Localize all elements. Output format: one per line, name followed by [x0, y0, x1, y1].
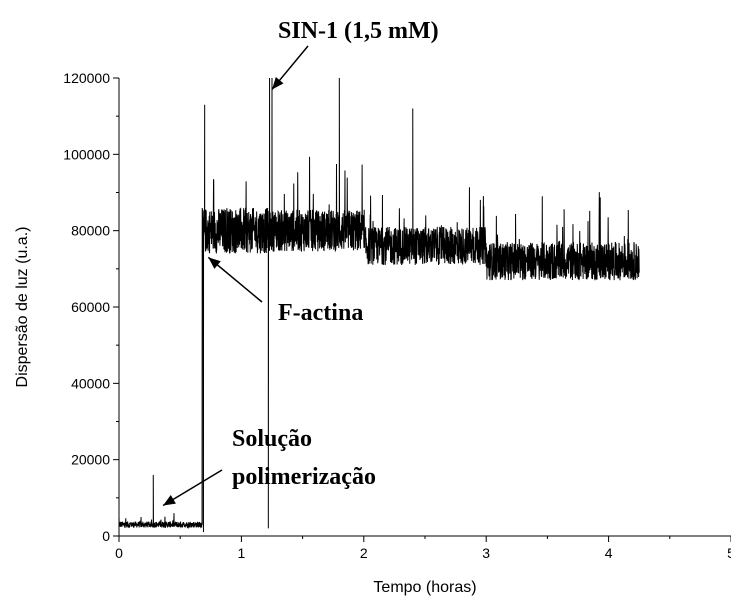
- annotation-arrow-head: [163, 494, 176, 506]
- series-line: [118, 77, 640, 533]
- annotation-polimerizacao: polimerização: [232, 464, 376, 490]
- y-tick-label: 60000: [71, 299, 110, 315]
- y-tick-label: 20000: [71, 452, 110, 468]
- y-tick-label: 0: [102, 528, 110, 544]
- x-tick-label: 0: [115, 545, 123, 561]
- annotation-arrow-head: [272, 77, 284, 90]
- annotation-arrow-head: [208, 257, 221, 269]
- plot-area: [118, 45, 640, 533]
- x-tick-label: 5: [727, 545, 731, 561]
- annotation-solucao: Solução: [232, 426, 312, 452]
- y-tick-label: 100000: [63, 146, 110, 162]
- y-axis-title: Dispersão de luz (u.a.): [14, 227, 31, 388]
- annotation-sin1: SIN-1 (1,5 mM): [278, 18, 439, 44]
- y-tick-label: 120000: [63, 70, 110, 86]
- x-tick-label: 2: [360, 545, 368, 561]
- y-tick-label: 80000: [71, 223, 110, 239]
- axes: 0 1 2 3 4 5 0 20000 40000 60000 80000 100000 120000: [63, 70, 731, 561]
- annotation-factina: F-actina: [278, 300, 363, 326]
- x-tick-label: 3: [482, 545, 490, 561]
- x-tick-label: 4: [605, 545, 613, 561]
- x-axis-title: Tempo (horas): [373, 579, 476, 596]
- y-tick-label: 40000: [71, 375, 110, 391]
- x-tick-label: 1: [238, 545, 246, 561]
